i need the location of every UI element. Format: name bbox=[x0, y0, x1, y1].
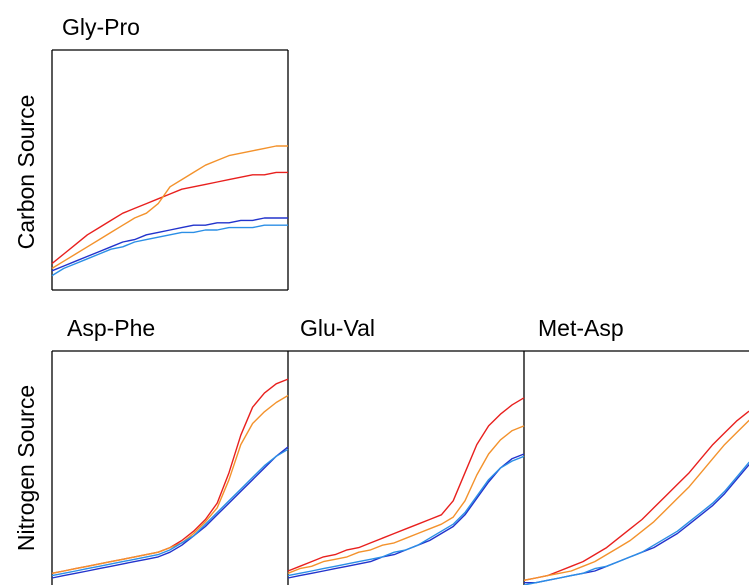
series-line-dark-blue bbox=[287, 453, 525, 579]
panels-group: Gly-Pro Asp-Phe Glu-Val Met-Asp bbox=[51, 14, 749, 585]
row-label-carbon-source: Carbon Source bbox=[13, 95, 39, 250]
series-line-light-blue bbox=[51, 224, 288, 277]
series-line-dark-blue bbox=[51, 446, 289, 579]
panel-title-gly-pro: Gly-Pro bbox=[62, 14, 140, 40]
panel-gly-pro: Gly-Pro bbox=[51, 14, 289, 291]
series-line-dark-blue bbox=[524, 463, 749, 584]
series-line-dark-blue bbox=[51, 217, 288, 272]
series-line-red bbox=[287, 397, 525, 572]
row-label-nitrogen-source: Nitrogen Source bbox=[13, 385, 39, 551]
series-line-orange bbox=[287, 425, 525, 574]
series-line-orange bbox=[51, 145, 288, 269]
series-line-light-blue bbox=[51, 448, 289, 577]
series-line-light-blue bbox=[523, 461, 749, 585]
panel-title-met-asp: Met-Asp bbox=[538, 315, 624, 341]
series-line-orange bbox=[51, 394, 289, 574]
panel-met-asp: Met-Asp bbox=[523, 315, 749, 585]
panel-asp-phe: Asp-Phe bbox=[51, 315, 289, 585]
series-line-orange bbox=[523, 419, 749, 581]
series-line-red bbox=[51, 171, 288, 265]
panel-title-asp-phe: Asp-Phe bbox=[67, 315, 155, 341]
series-line-red bbox=[51, 378, 289, 574]
panel-glu-val: Glu-Val bbox=[287, 315, 525, 585]
series-line-light-blue bbox=[287, 455, 525, 577]
panel-title-glu-val: Glu-Val bbox=[300, 315, 375, 341]
series-line-red bbox=[523, 410, 749, 581]
